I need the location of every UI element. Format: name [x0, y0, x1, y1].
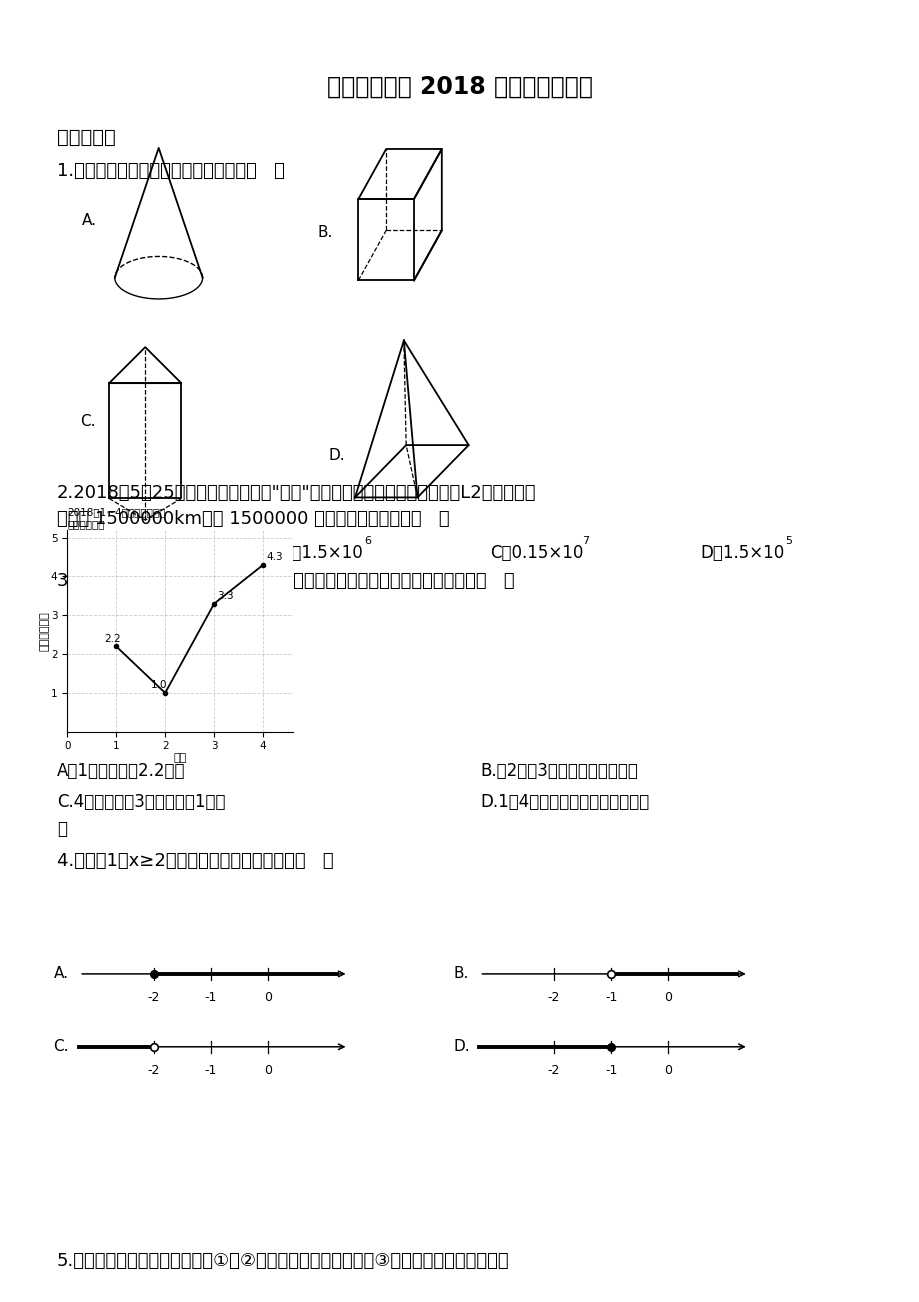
Text: 0: 0 — [664, 1064, 672, 1077]
Text: 1.0: 1.0 — [151, 680, 166, 690]
Text: 浙江省舟山市 2018 年中考数学试卷: 浙江省舟山市 2018 年中考数学试卷 — [327, 76, 592, 99]
Text: 5.将一张正方形纸片按如图步骤①，②沿虚线对折两次，然后沿③中平行于底边的虚线剪去: 5.将一张正方形纸片按如图步骤①，②沿虚线对折两次，然后沿③中平行于底边的虚线剪… — [57, 1253, 509, 1269]
Text: 0: 0 — [664, 991, 672, 1004]
Text: B．1.5×10: B．1.5×10 — [279, 544, 362, 562]
Text: 地球约 1500000km．数 1500000 用科学记数法表示为（   ）: 地球约 1500000km．数 1500000 用科学记数法表示为（ ） — [57, 510, 449, 529]
Text: 加: 加 — [57, 820, 67, 838]
Text: B.从2月到3月的月销量增长最快: B.从2月到3月的月销量增长最快 — [480, 762, 637, 780]
Text: -1: -1 — [205, 991, 217, 1004]
Text: C．0.15×10: C．0.15×10 — [490, 544, 583, 562]
Text: -1: -1 — [205, 1064, 217, 1077]
Text: A.: A. — [53, 966, 68, 982]
Text: A．1月份销量为2.2万辆: A．1月份销量为2.2万辆 — [57, 762, 186, 780]
Text: 3.3: 3.3 — [218, 591, 234, 602]
X-axis label: 月份: 月份 — [173, 753, 187, 763]
Text: C.: C. — [80, 414, 96, 430]
Text: -2: -2 — [547, 991, 560, 1004]
Text: 2.2018年5月25日，中国探月工程的"桥号"中继星成功运行于地月拉格朗日L2点，它距离: 2.2018年5月25日，中国探月工程的"桥号"中继星成功运行于地月拉格朗日L2… — [57, 484, 536, 503]
Text: C.: C. — [53, 1039, 69, 1055]
Text: 2018年1~4月新能源乘用车
月销量统计图: 2018年1~4月新能源乘用车 月销量统计图 — [67, 508, 165, 529]
Text: B.: B. — [453, 966, 469, 982]
Text: D．1.5×10: D．1.5×10 — [699, 544, 783, 562]
Text: A.: A. — [82, 212, 96, 228]
Text: 2.2: 2.2 — [104, 634, 120, 643]
Text: -2: -2 — [147, 1064, 160, 1077]
Text: -1: -1 — [605, 1064, 617, 1077]
Text: 3.2018年1－4月我国新能源乘用车的月销量情况如图所示，则下列说法错误的是（   ）: 3.2018年1－4月我国新能源乘用车的月销量情况如图所示，则下列说法错误的是（… — [57, 572, 514, 590]
Text: 0: 0 — [264, 991, 272, 1004]
Text: 4.3: 4.3 — [267, 552, 283, 562]
Text: D.1－4月新能源乘用车销量逐月增: D.1－4月新能源乘用车销量逐月增 — [480, 793, 649, 811]
Text: B.: B. — [317, 225, 332, 240]
Text: D.: D. — [453, 1039, 470, 1055]
Text: 一、选择题: 一、选择题 — [57, 128, 116, 147]
Text: -1: -1 — [605, 991, 617, 1004]
Text: 4.不等式1－x≥2的解在数轴上表示正确的是（   ）: 4.不等式1－x≥2的解在数轴上表示正确的是（ ） — [57, 852, 334, 870]
Text: -2: -2 — [147, 991, 160, 1004]
Y-axis label: 销量（万辆）: 销量（万辆） — [40, 611, 50, 651]
Text: 6: 6 — [364, 536, 370, 546]
Text: D.: D. — [328, 448, 346, 464]
Text: A．  15×10: A． 15×10 — [75, 544, 163, 562]
Text: 5: 5 — [784, 536, 791, 546]
Text: -2: -2 — [547, 1064, 560, 1077]
Text: 5: 5 — [168, 536, 175, 546]
Text: C.4月份销量比3月份增加了1万辆: C.4月份销量比3月份增加了1万辆 — [57, 793, 225, 811]
Text: 1.下列几何体中，俯视图为三角形的是（   ）: 1.下列几何体中，俯视图为三角形的是（ ） — [57, 161, 285, 180]
Text: 0: 0 — [264, 1064, 272, 1077]
Text: 7: 7 — [582, 536, 588, 546]
